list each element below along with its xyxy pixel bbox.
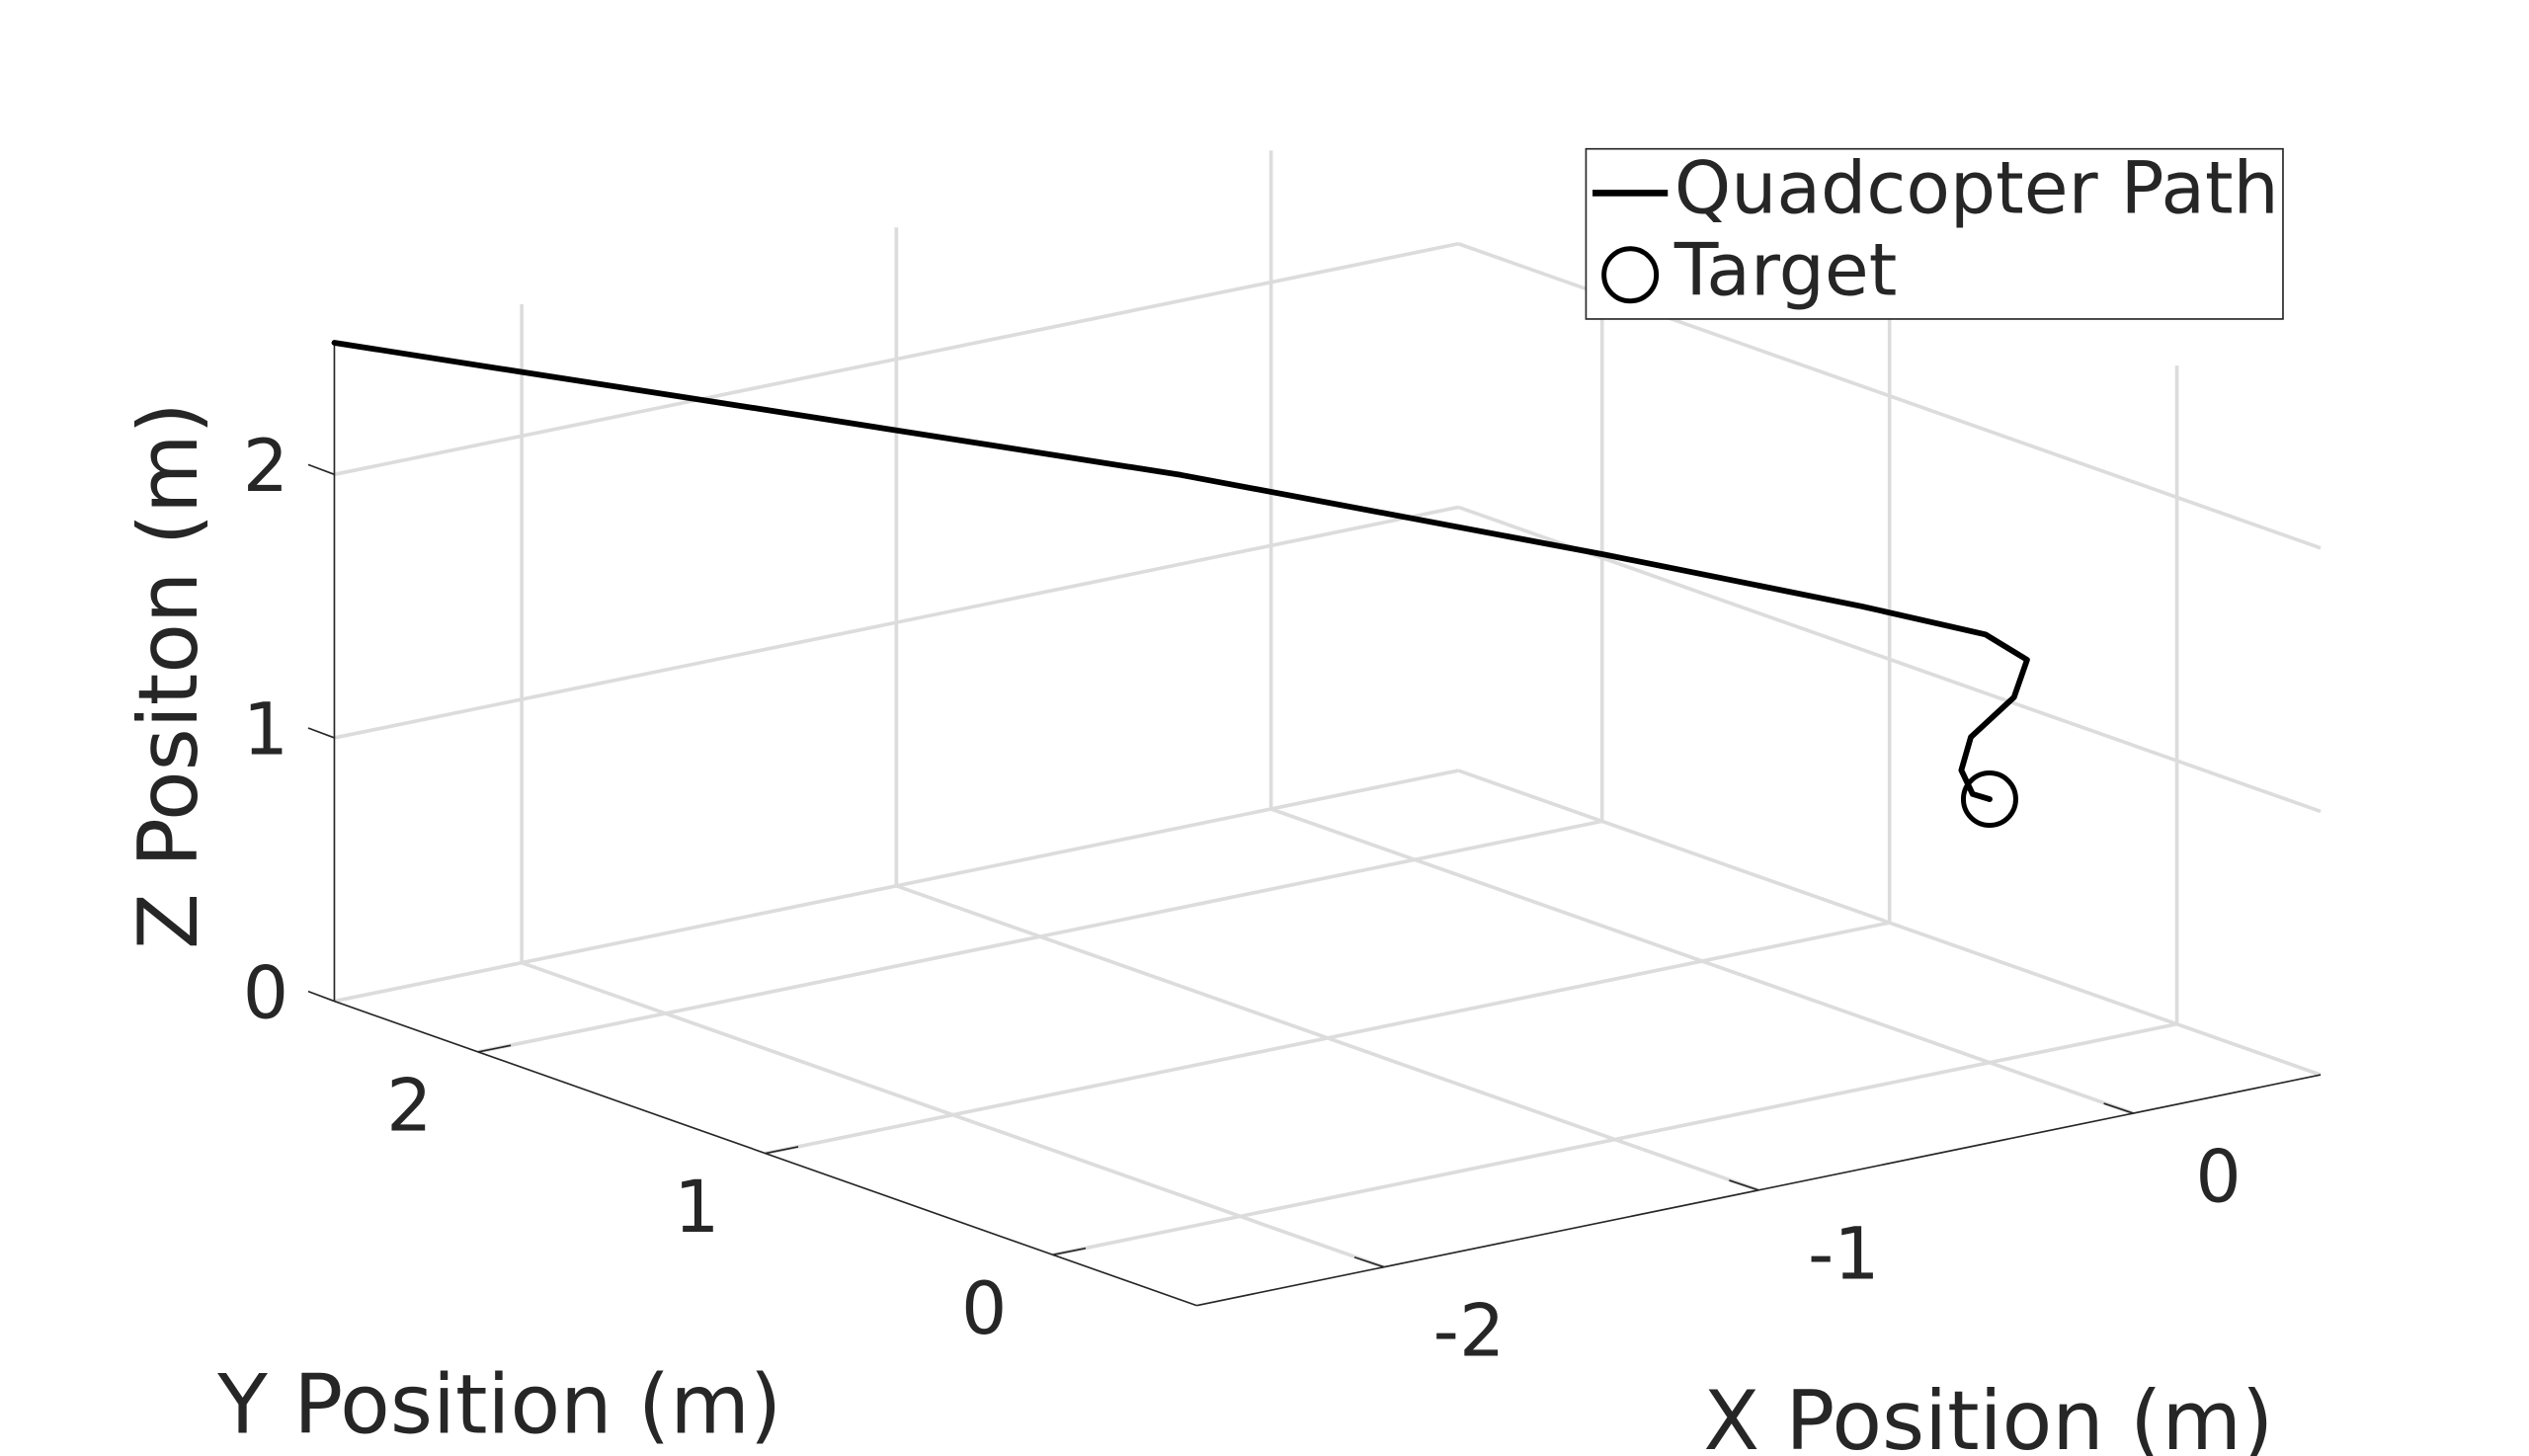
x-tick-label: -2 — [1433, 1289, 1506, 1373]
grid-line — [334, 505, 1459, 740]
z-tick-label: 0 — [243, 951, 288, 1035]
x-tick — [1729, 1179, 1759, 1191]
x-tick — [1353, 1255, 1385, 1268]
z-axis-label: Z Positon (m) — [121, 402, 216, 949]
grid-line — [334, 241, 1459, 477]
legend-label: Target — [1673, 228, 1897, 312]
path-line — [331, 340, 2030, 802]
z-tick — [307, 463, 335, 476]
z-tick-label: 2 — [243, 425, 288, 509]
x-tick-label: 0 — [2195, 1136, 2241, 1220]
y-tick-label: 1 — [674, 1166, 719, 1250]
target-marker — [1960, 770, 2018, 829]
legend-label: Quadcopter Path — [1674, 146, 2279, 230]
z-tick-label: 1 — [243, 688, 288, 772]
grid-line — [765, 921, 1891, 1156]
x-tick — [2103, 1102, 2134, 1114]
x-tick-label: -1 — [1808, 1212, 1880, 1296]
z-tick — [307, 990, 335, 1003]
y-tick — [1052, 1247, 1087, 1256]
y-tick — [477, 1044, 512, 1053]
grid-line — [334, 768, 1459, 1004]
legend-box — [1585, 147, 2284, 320]
z-tick — [307, 727, 335, 739]
x-axis-label: X Position (m) — [1703, 1373, 2273, 1456]
grid-line — [1052, 1021, 2177, 1257]
grid-line — [1457, 505, 2322, 814]
grid-line — [477, 819, 1603, 1054]
y-tick-label: 2 — [386, 1065, 432, 1149]
legend-marker — [1601, 246, 1660, 304]
grid-line — [1457, 768, 2322, 1077]
y-tick — [765, 1146, 799, 1155]
y-axis-label: Y Position (m) — [216, 1357, 781, 1453]
y-tick-label: 0 — [961, 1267, 1007, 1351]
